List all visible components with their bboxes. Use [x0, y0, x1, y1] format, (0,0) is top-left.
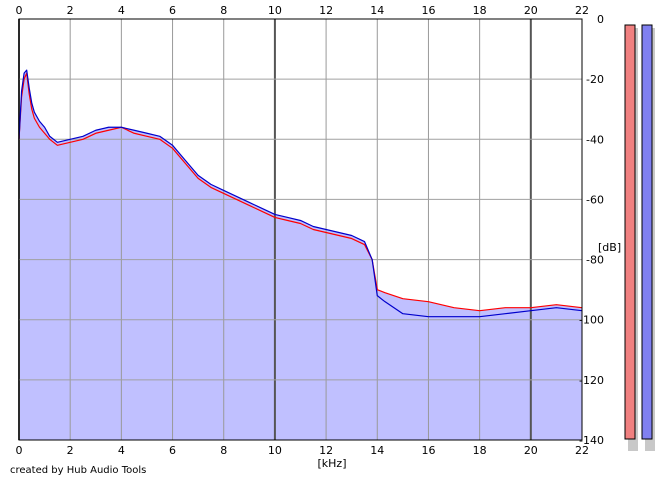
x-tick-label-top: 4: [118, 4, 125, 17]
level-meters: [624, 24, 655, 451]
level-meter-2: [641, 24, 653, 440]
x-tick-label-top: 2: [67, 4, 74, 17]
x-tick-label-top: 12: [319, 4, 333, 17]
x-tick-label-top: 6: [169, 4, 176, 17]
x-ticks-bottom: 0 2 4 6 8 10 12 14 16 18 20 22: [16, 444, 590, 457]
x-ticks-top: 0 2 4 6 8 10 12 14 16 18 20 22: [16, 4, 590, 17]
x-tick-label-bottom: 12: [319, 444, 333, 457]
area-fill: [19, 70, 582, 440]
y-tick-label: -80: [586, 254, 604, 267]
x-tick-label-top: 20: [524, 4, 538, 17]
x-tick-label-top: 0: [16, 4, 23, 17]
x-tick-label-bottom: 10: [268, 444, 282, 457]
y-tick-label: -100: [579, 314, 604, 327]
x-tick-label-bottom: 6: [169, 444, 176, 457]
x-tick-label-bottom: 8: [220, 444, 227, 457]
x-tick-label-bottom: 22: [575, 444, 589, 457]
x-tick-label-bottom: 18: [473, 444, 487, 457]
y-tick-label: -60: [586, 193, 604, 206]
level-meter-1: [624, 24, 636, 440]
x-tick-label-bottom: 14: [370, 444, 384, 457]
x-tick-label-top: 22: [575, 4, 589, 17]
y-tick-label: -20: [586, 73, 604, 86]
series-line-1: [18, 72, 583, 312]
series-lines: [18, 69, 583, 318]
x-axis-label: [kHz]: [318, 457, 347, 470]
x-tick-label-top: 16: [421, 4, 435, 17]
x-tick-label-bottom: 2: [67, 444, 74, 457]
y-tick-label: -140: [579, 434, 604, 447]
x-tick-label-bottom: 4: [118, 444, 125, 457]
x-tick-label-top: 10: [268, 4, 282, 17]
series-line-2: [18, 69, 583, 318]
spectrum-fill: [19, 70, 582, 440]
x-tick-label-top: 8: [220, 4, 227, 17]
x-tick-label-bottom: 16: [421, 444, 435, 457]
x-tick-label-bottom: 0: [16, 444, 23, 457]
y-axis-label: [dB]: [598, 241, 621, 254]
y-tick-label: -120: [579, 374, 604, 387]
footer-credit: created by Hub Audio Tools: [10, 465, 146, 476]
y-tick-label: -40: [586, 133, 604, 146]
x-tick-label-top: 14: [370, 4, 384, 17]
y-ticks-right: 0 -20 -40 -60 -80 -100 -120 -140: [579, 13, 604, 447]
x-tick-label-top: 18: [473, 4, 487, 17]
x-tick-label-bottom: 20: [524, 444, 538, 457]
plot-border: [18, 18, 583, 441]
y-tick-label: 0: [597, 13, 604, 26]
plot-frame: [18, 18, 583, 441]
